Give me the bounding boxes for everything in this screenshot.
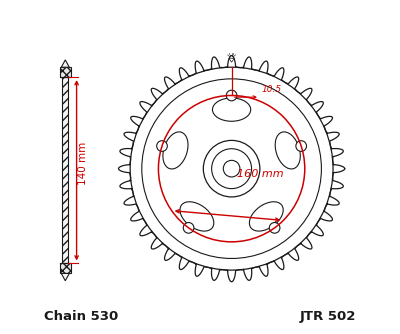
Bar [60, 67, 71, 77]
Text: 140 mm: 140 mm [78, 142, 88, 185]
Polygon shape [61, 274, 69, 281]
Text: 10.5: 10.5 [262, 85, 282, 94]
Bar [62, 77, 68, 264]
Circle shape [296, 141, 306, 151]
Bar [62, 77, 68, 264]
Circle shape [226, 90, 237, 101]
Text: 160 mm: 160 mm [236, 169, 283, 179]
Circle shape [269, 222, 280, 233]
Bar [60, 264, 71, 274]
Text: JTR 502: JTR 502 [300, 310, 356, 323]
Circle shape [157, 141, 167, 151]
Circle shape [183, 222, 194, 233]
Polygon shape [61, 60, 69, 67]
Circle shape [223, 160, 240, 177]
Text: Chain 530: Chain 530 [44, 310, 118, 323]
